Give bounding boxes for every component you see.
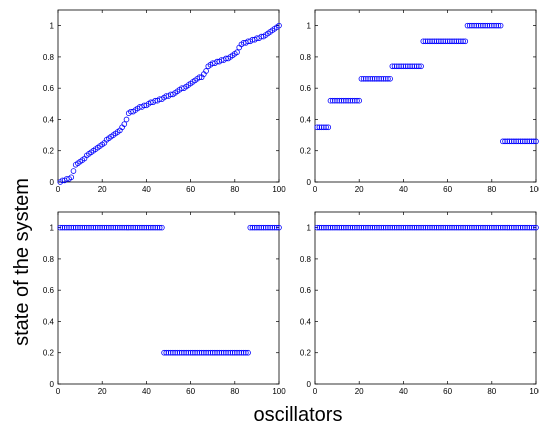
x-tick-label: 80 [487,185,496,194]
data-point [156,224,163,231]
y-tick-label: 0.6 [43,84,55,93]
data-point [68,174,75,181]
data-point [323,124,329,131]
data-point [234,49,240,56]
data-point [533,224,539,231]
y-tick-label: 0.8 [43,53,55,62]
y-tick-label: 0.4 [300,317,312,326]
x-tick-label: 60 [443,185,452,194]
x-tick-label: 80 [487,387,496,396]
y-tick-label: 0.6 [300,84,312,93]
x-tick-label: 40 [142,185,151,194]
data-point [530,138,537,145]
data-point [70,168,77,174]
y-tick-label: 0.6 [300,286,312,295]
data-point [245,349,251,356]
data-point [497,22,504,29]
y-tick-label: 0.4 [43,317,55,326]
x-tick-label: 20 [98,387,107,396]
x-tick-label: 20 [355,387,364,396]
y-tick-label: 0.4 [300,115,312,124]
axes-box [57,211,280,385]
data-point [533,138,539,145]
y-tick-label: 0.2 [300,147,312,156]
data-point [462,38,469,45]
panel-bottom-right: 0 20 40 60 80 100 0 0.2 0.4 0.6 0.8 1 [300,211,539,396]
data-point [123,116,130,123]
y-tick-label: 0.8 [300,255,312,264]
data-point [387,76,393,82]
y-tick-label: 0.6 [43,286,55,295]
data-point [243,349,249,356]
data-point [460,38,466,45]
data-point [356,97,363,104]
data-point [385,76,391,82]
y-tick-label: 1 [50,224,55,233]
panel-bottom-left: 0 20 40 60 80 100 0 0.2 0.4 0.6 0.8 1 [43,211,286,396]
data-point [325,124,332,131]
x-tick-label: 100 [529,387,539,396]
data-point [530,224,537,231]
x-tick-label: 60 [186,387,195,396]
figure-xlabel: oscillators [254,404,343,426]
x-tick-label: 0 [313,185,318,194]
data-point [418,63,424,70]
data-point [354,97,360,104]
x-tick-label: 20 [355,185,364,194]
x-tick-label: 80 [230,185,239,194]
y-tick-label: 1 [307,22,312,31]
data-point [159,224,165,231]
x-tick-label: 100 [272,185,286,194]
x-tick-label: 0 [56,387,61,396]
y-tick-label: 0.2 [43,147,55,156]
x-tick-label: 40 [399,387,408,396]
panel-top-left: 0 20 40 60 80 100 0 0.2 0.4 0.6 0.8 1 [43,9,286,194]
x-tick-label: 60 [186,185,195,194]
y-tick-label: 0 [307,178,312,187]
data-point [121,121,128,127]
y-tick-label: 0.2 [43,349,55,358]
x-tick-label: 40 [142,387,151,396]
y-tick-label: 0 [50,380,55,389]
axes-box [314,9,537,183]
y-tick-label: 1 [307,224,312,233]
y-tick-label: 0.8 [300,53,312,62]
x-tick-label: 100 [272,387,286,396]
y-tick-label: 0 [50,178,55,187]
x-tick-label: 100 [529,185,539,194]
data-point [203,68,209,74]
y-tick-label: 0.8 [43,255,55,264]
y-tick-label: 1 [50,22,55,31]
panels: 02040608010000.20.40.60.8102040608010000… [43,9,539,396]
data-point [276,22,282,29]
data-point [196,74,203,81]
data-point [416,63,422,70]
x-tick-label: 60 [443,387,452,396]
x-tick-label: 80 [230,387,239,396]
y-tick-label: 0.4 [43,115,55,124]
figure-ylabel: state of the system [11,178,33,346]
data-point [273,224,280,231]
x-tick-label: 40 [399,185,408,194]
y-tick-label: 0 [307,380,312,389]
axes-box [314,211,537,385]
panel-top-right: 0 20 40 60 80 100 0 0.2 0.4 0.6 0.8 1 [300,9,539,194]
data-point [276,224,282,231]
x-tick-label: 0 [313,387,318,396]
x-tick-label: 0 [56,185,61,194]
y-tick-label: 0.2 [300,349,312,358]
data-point [495,22,502,29]
x-tick-label: 20 [98,185,107,194]
